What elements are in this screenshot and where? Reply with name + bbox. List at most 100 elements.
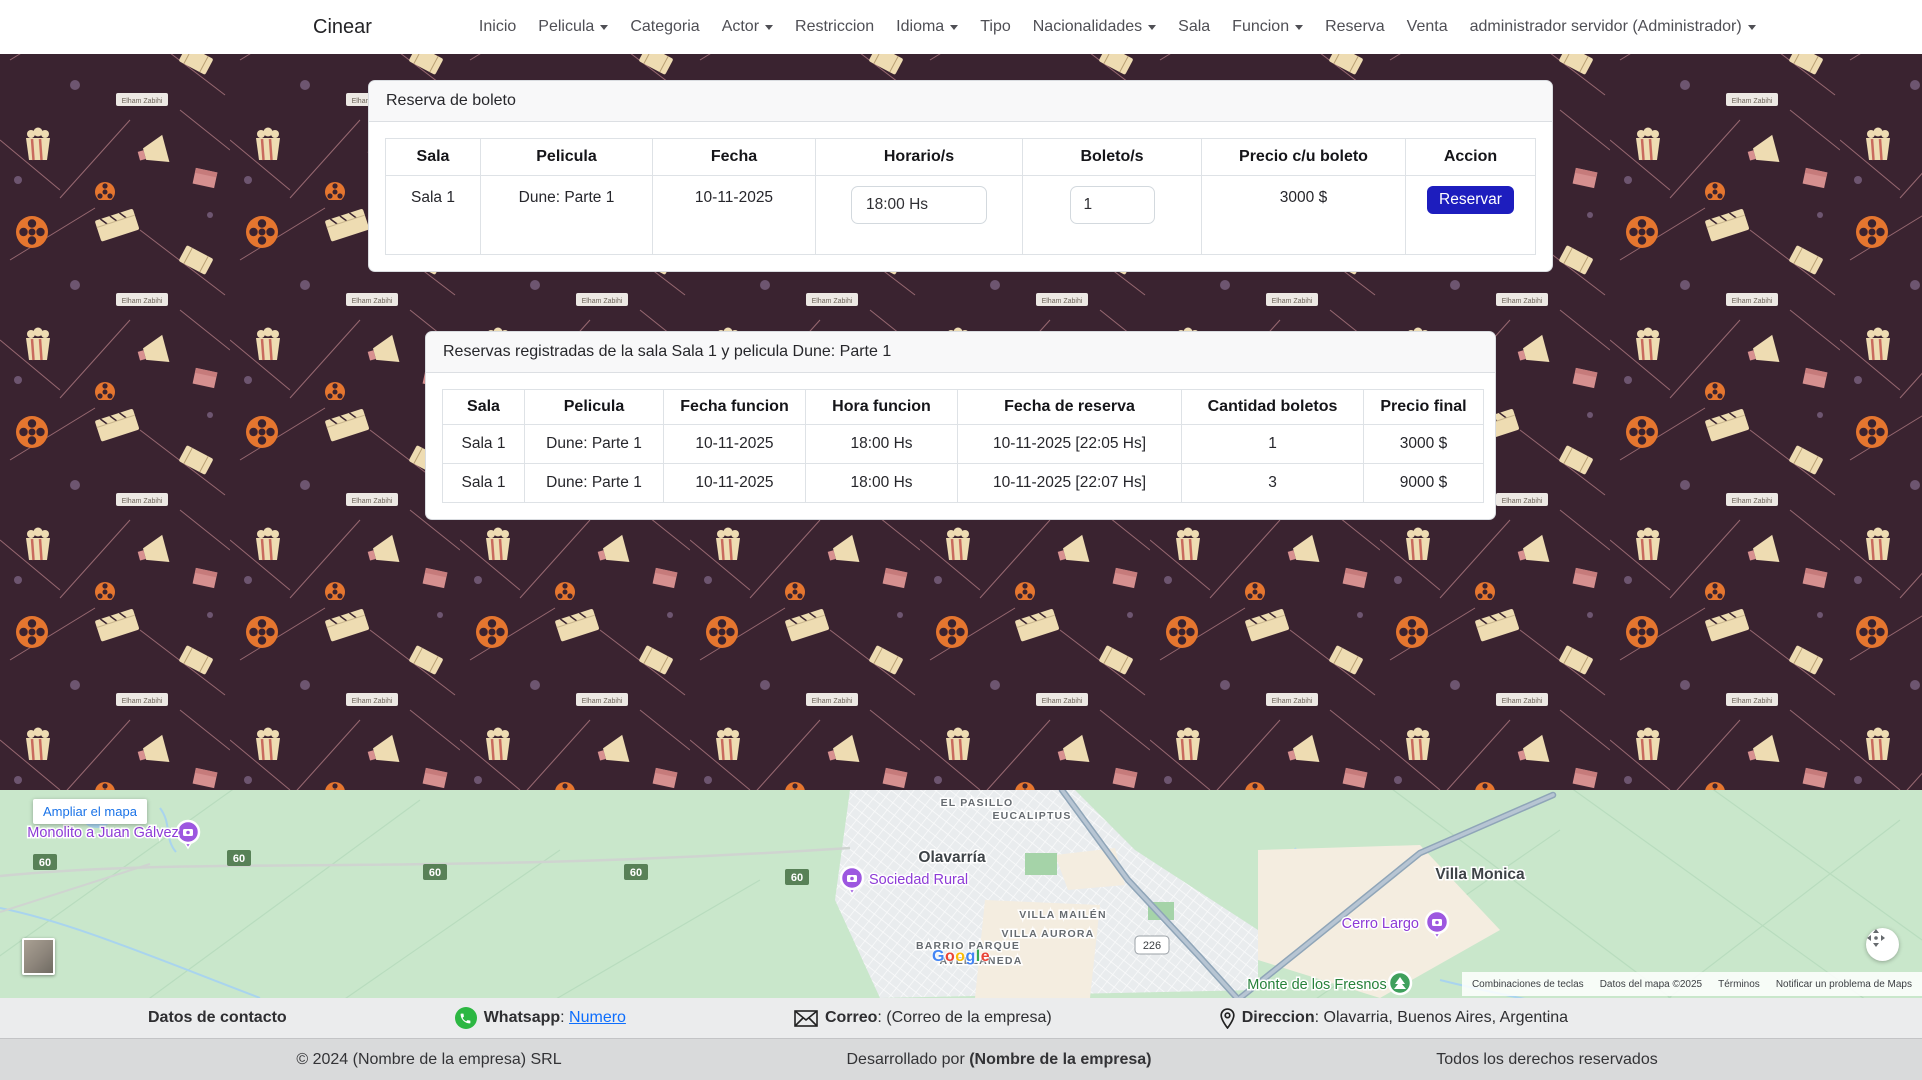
chevron-down-icon — [765, 24, 774, 30]
poi-label-monolito[interactable]: Monolito a Juan Gálvez — [26, 824, 181, 843]
chevron-down-icon — [1148, 24, 1157, 30]
svg-text:60: 60 — [429, 867, 441, 879]
keyboard-shortcuts-link[interactable]: Combinaciones de teclas — [1471, 978, 1584, 990]
direccion-label: Direccion — [1241, 1009, 1315, 1026]
city-label-olavarria: Olavarría — [918, 849, 986, 866]
col-cantidad: Cantidad boletos — [1181, 389, 1364, 425]
move-arrows-icon — [1867, 929, 1885, 947]
nav-pelicula[interactable]: Pelicula — [527, 18, 619, 36]
google-watermark: Google — [932, 948, 991, 965]
nav-sala[interactable]: Sala — [1178, 18, 1211, 35]
nav-venta[interactable]: Venta — [1406, 18, 1448, 35]
terms-link[interactable]: Términos — [1718, 978, 1760, 990]
hood-barrio-parque: BARRIO PARQUE — [916, 940, 1020, 952]
nav-nacionalidades[interactable]: Nacionalidades — [1022, 18, 1167, 36]
correo-label: Correo — [824, 1009, 878, 1026]
reserva-boleto-card: Reserva de boleto Sala Pelicula Fecha Ho… — [368, 80, 1553, 272]
cell-pelicula: Dune: Parte 1 — [480, 175, 653, 255]
col-accion: Accion — [1405, 138, 1536, 176]
horario-select[interactable]: 18:00 Hs — [851, 186, 987, 224]
cell-precio: 3000 $ — [1201, 175, 1406, 255]
nav-inicio[interactable]: Inicio — [478, 18, 517, 35]
col-pelicula: Pelicula — [524, 389, 664, 425]
table-row: Sala 1 Dune: Parte 1 10-11-2025 18:00 Hs… — [385, 175, 1536, 255]
svg-text:60: 60 — [233, 853, 245, 865]
col-fecha-funcion: Fecha funcion — [663, 389, 806, 425]
map-attribution: Combinaciones de teclas Datos del mapa ©… — [1461, 972, 1922, 996]
pan-control[interactable] — [1866, 928, 1899, 961]
whatsapp-icon — [454, 1007, 477, 1029]
whatsapp-number-link[interactable]: Numero — [569, 1009, 626, 1026]
hood-el-pasillo: EL PASILLO — [941, 797, 1014, 809]
boletos-input[interactable] — [1069, 186, 1155, 224]
hood-villa-mailen: VILLA MAILÉN — [1019, 908, 1107, 921]
reservas-registradas-card: Reservas registradas de la sala Sala 1 y… — [425, 331, 1496, 520]
svg-text:226: 226 — [1143, 940, 1161, 952]
chevron-down-icon — [1295, 24, 1304, 30]
col-pelicula: Pelicula — [480, 138, 653, 176]
table-row: Sala 1 Dune: Parte 1 10-11-2025 18:00 Hs… — [442, 463, 1484, 503]
nav-restriccion[interactable]: Restriccion — [795, 18, 875, 35]
col-boletos: Boleto/s — [1022, 138, 1202, 176]
nav-reserva[interactable]: Reserva — [1325, 18, 1385, 35]
col-hora-funcion: Hora funcion — [805, 389, 958, 425]
nav-funcion[interactable]: Funcion — [1221, 18, 1314, 36]
location-pin-icon — [1220, 1007, 1235, 1029]
developed-by-text: Desarrollado por (Nombre de la empresa) — [846, 1050, 1152, 1068]
poi-label-cerro[interactable]: Cerro Largo — [1340, 915, 1420, 934]
nav-idioma[interactable]: Idioma — [885, 18, 969, 36]
nav-tipo[interactable]: Tipo — [980, 18, 1011, 35]
svg-text:60: 60 — [791, 872, 803, 884]
route-226-shield: 226 — [1134, 935, 1170, 955]
bottom-bar: © 2024 (Nombre de la empresa) SRL Desarr… — [0, 1038, 1922, 1080]
contact-title: Datos de contacto — [148, 1009, 287, 1026]
col-horarios: Horario/s — [815, 138, 1023, 176]
chevron-down-icon — [1747, 24, 1756, 30]
expand-map-button[interactable]: Ampliar el mapa — [33, 799, 147, 824]
poi-marker-fresnos[interactable] — [1387, 970, 1413, 996]
col-sala: Sala — [385, 138, 481, 176]
nav-actor[interactable]: Actor — [711, 18, 784, 36]
col-fecha-reserva: Fecha de reserva — [957, 389, 1182, 425]
chevron-down-icon — [600, 24, 609, 30]
rights-text: Todos los derechos reservados — [1436, 1050, 1658, 1068]
direccion-value: Olavarria, Buenos Aires, Argentina — [1323, 1009, 1569, 1026]
map-inset-thumbnail[interactable] — [22, 938, 55, 975]
hood-villa-aurora: VILLA AURORA — [1002, 928, 1095, 940]
poi-marker-monolito[interactable] — [175, 819, 201, 850]
reserva-table: Sala Pelicula Fecha Horario/s Boleto/s P… — [385, 138, 1536, 255]
col-sala: Sala — [442, 389, 525, 425]
city-label-villa-monica: Villa Monica — [1435, 866, 1525, 883]
hood-avellaneda: AVELLANEDA — [940, 955, 1023, 967]
card-title: Reserva de boleto — [369, 81, 1552, 122]
report-problem-link[interactable]: Notificar un problema de Maps — [1775, 978, 1912, 990]
whatsapp-label: Whatsapp — [483, 1009, 561, 1026]
correo-value: (Correo de la empresa) — [886, 1009, 1052, 1026]
cell-sala: Sala 1 — [385, 175, 481, 255]
hood-eucaliptus: EUCALIPTUS — [992, 810, 1071, 822]
poi-marker-cerro[interactable] — [1424, 909, 1450, 940]
brand-logo[interactable]: Cinear — [313, 15, 372, 38]
route-60-shields: 60 60 60 60 60 — [33, 850, 809, 885]
table-row: Sala 1 Dune: Parte 1 10-11-2025 18:00 Hs… — [442, 424, 1484, 464]
nav-categoria[interactable]: Categoria — [630, 18, 700, 35]
poi-label-sociedad[interactable]: Sociedad Rural — [868, 871, 970, 890]
copyright-text: © 2024 (Nombre de la empresa) SRL — [296, 1050, 562, 1068]
poi-label-fresnos[interactable]: Monte de los Fresnos — [1246, 976, 1388, 995]
google-map[interactable]: 60 60 60 60 60 226 — [0, 790, 1922, 998]
card-title: Reservas registradas de la sala Sala 1 y… — [426, 332, 1495, 373]
col-fecha: Fecha — [652, 138, 816, 176]
poi-marker-sociedad[interactable] — [839, 865, 865, 896]
nav-user-menu[interactable]: administrador servidor (Administrador) — [1459, 18, 1767, 36]
col-precio-final: Precio final — [1363, 389, 1484, 425]
svg-text:60: 60 — [630, 867, 642, 879]
envelope-icon — [794, 1009, 818, 1027]
svg-text:60: 60 — [39, 857, 51, 869]
col-precio: Precio c/u boleto — [1201, 138, 1406, 176]
reservar-button[interactable]: Reservar — [1427, 186, 1514, 214]
map-data-label: Datos del mapa ©2025 — [1599, 978, 1703, 990]
reservas-table: Sala Pelicula Fecha funcion Hora funcion… — [442, 389, 1484, 503]
chevron-down-icon — [950, 24, 959, 30]
cell-fecha: 10-11-2025 — [652, 175, 816, 255]
contact-bar: Datos de contacto Whatsapp: Numero Corre… — [0, 998, 1922, 1038]
